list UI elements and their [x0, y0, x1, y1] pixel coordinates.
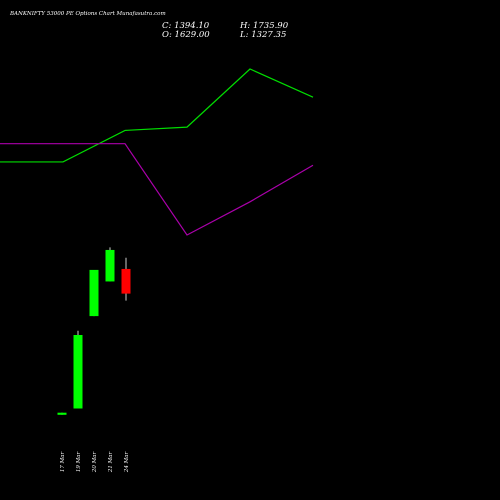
- x-tick-label: 20 Mar: [92, 451, 98, 473]
- x-tick-label: 21 Mar: [108, 451, 114, 473]
- open-value: O: 1629.00: [162, 30, 210, 40]
- overlay-lines: [0, 68, 314, 236]
- overlay-line-purple: [0, 143, 314, 236]
- close-value: C: 1394.10: [162, 21, 210, 31]
- high-value: H: 1735.90: [239, 21, 289, 31]
- x-tick-label: 24 Mar: [124, 451, 130, 473]
- candle-body-1: [73, 335, 83, 409]
- x-tick-label: 17 Mar: [60, 451, 66, 472]
- x-axis-ticks: 17 Mar 19 Mar 20 Mar 21 Mar 24 Mar: [60, 451, 130, 473]
- candle-body-3: [105, 249, 115, 282]
- candle-body-0: [57, 412, 67, 415]
- candle-body-2: [89, 269, 99, 317]
- low-value: L: 1327.35: [239, 30, 286, 40]
- x-tick-label: 19 Mar: [76, 451, 82, 472]
- overlay-line-green: [0, 68, 314, 163]
- chart-title: BANKNIFTY 53000 PE Options Chart Munafas…: [9, 11, 166, 17]
- candle-body-4: [121, 268, 131, 294]
- candles: [57, 247, 131, 415]
